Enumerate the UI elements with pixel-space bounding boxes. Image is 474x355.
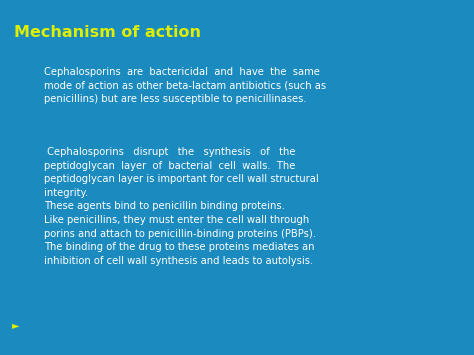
Text: Cephalosporins  are  bactericidal  and  have  the  same
mode of action as other : Cephalosporins are bactericidal and have…	[44, 67, 326, 104]
Text: Cephalosporins   disrupt   the   synthesis   of   the
peptidoglycan  layer  of  : Cephalosporins disrupt the synthesis of …	[44, 147, 319, 266]
Text: Mechanism of action: Mechanism of action	[14, 25, 201, 40]
Text: ►: ►	[12, 320, 19, 330]
